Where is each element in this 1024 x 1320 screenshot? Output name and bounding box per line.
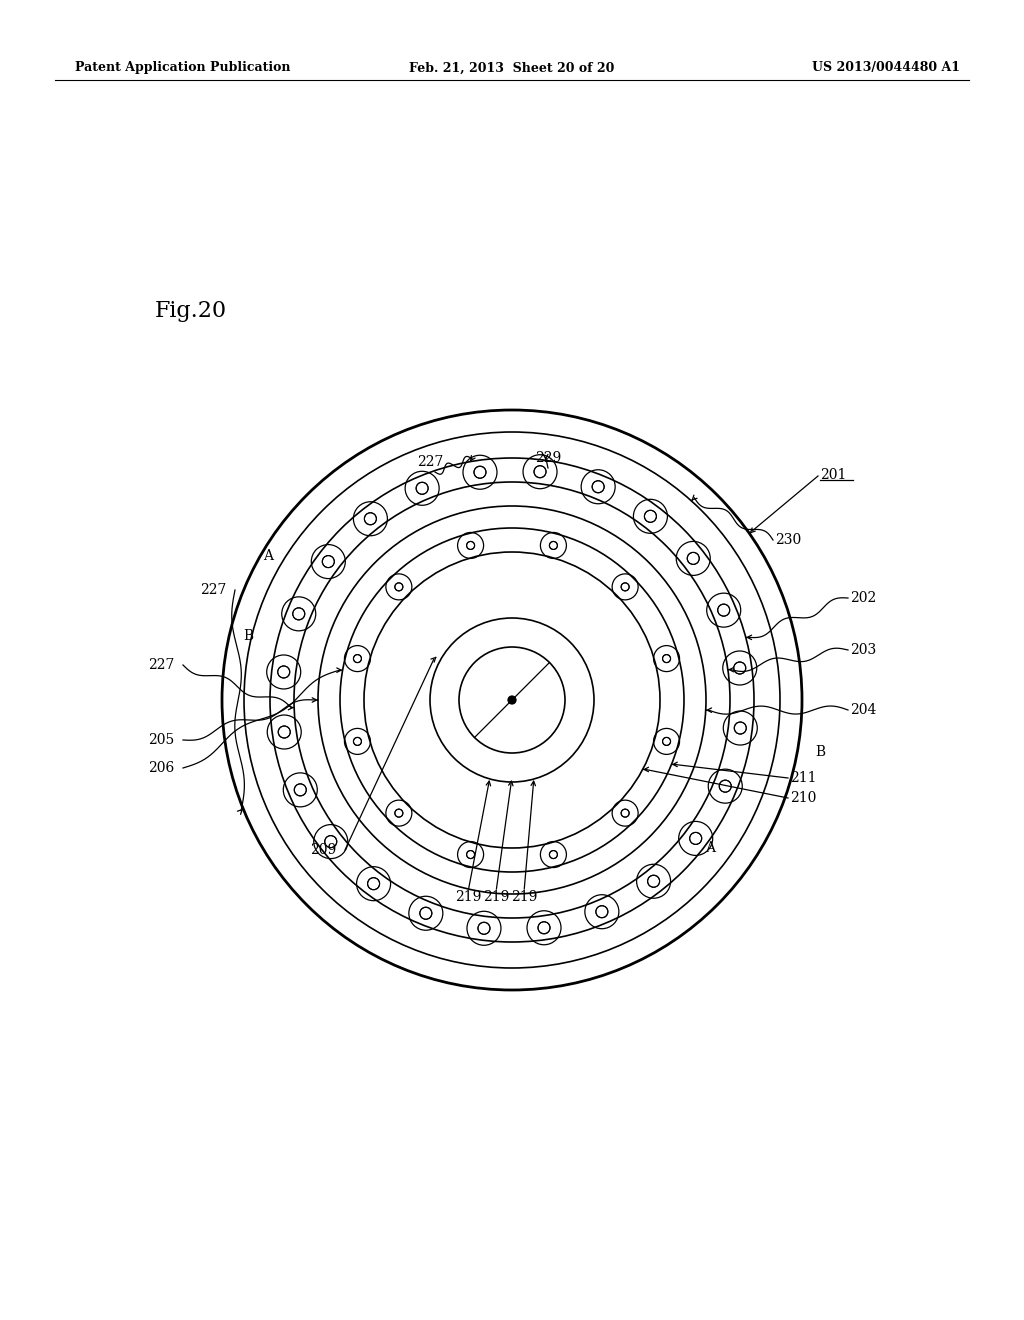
Circle shape (278, 667, 290, 678)
Text: US 2013/0044480 A1: US 2013/0044480 A1 (812, 62, 961, 74)
Circle shape (622, 583, 629, 591)
Circle shape (279, 726, 290, 738)
Circle shape (535, 466, 546, 478)
Text: 227: 227 (148, 657, 174, 672)
Circle shape (719, 780, 731, 792)
Circle shape (622, 809, 629, 817)
Text: 227: 227 (200, 583, 226, 597)
Text: A: A (263, 549, 273, 564)
Circle shape (644, 511, 656, 523)
Circle shape (467, 850, 474, 858)
Text: 209: 209 (310, 843, 336, 857)
Circle shape (687, 552, 699, 565)
Text: 204: 204 (850, 704, 877, 717)
Text: 211: 211 (790, 771, 816, 785)
Circle shape (718, 605, 730, 616)
Circle shape (323, 556, 334, 568)
Circle shape (365, 512, 377, 525)
Text: A: A (705, 841, 715, 855)
Circle shape (420, 907, 432, 919)
Circle shape (478, 923, 489, 935)
Text: 230: 230 (775, 533, 801, 546)
Text: B: B (243, 630, 253, 643)
Circle shape (663, 738, 671, 746)
Circle shape (734, 663, 745, 675)
Text: 201: 201 (820, 469, 847, 482)
Text: 203: 203 (850, 643, 877, 657)
Text: B: B (815, 744, 825, 759)
Text: 219: 219 (455, 890, 481, 904)
Circle shape (663, 655, 671, 663)
Text: 205: 205 (148, 733, 174, 747)
Text: 210: 210 (790, 791, 816, 805)
Text: 229: 229 (535, 451, 561, 465)
Circle shape (647, 875, 659, 887)
Circle shape (293, 607, 305, 620)
Circle shape (734, 722, 746, 734)
Circle shape (690, 833, 701, 845)
Circle shape (474, 466, 486, 478)
Circle shape (294, 784, 306, 796)
Circle shape (325, 836, 337, 847)
Circle shape (550, 541, 557, 549)
Text: Patent Application Publication: Patent Application Publication (75, 62, 291, 74)
Text: 206: 206 (148, 762, 174, 775)
Circle shape (368, 878, 380, 890)
Circle shape (467, 541, 474, 549)
Text: 219: 219 (482, 890, 509, 904)
Circle shape (395, 583, 402, 591)
Circle shape (395, 809, 402, 817)
Circle shape (508, 696, 516, 704)
Circle shape (596, 906, 608, 917)
Text: Feb. 21, 2013  Sheet 20 of 20: Feb. 21, 2013 Sheet 20 of 20 (410, 62, 614, 74)
Text: Fig.20: Fig.20 (155, 300, 227, 322)
Circle shape (416, 482, 428, 494)
Circle shape (550, 850, 557, 858)
Text: 202: 202 (850, 591, 877, 605)
Circle shape (353, 655, 361, 663)
Text: 227: 227 (417, 455, 443, 469)
Text: 219: 219 (511, 890, 538, 904)
Circle shape (592, 480, 604, 492)
Circle shape (538, 921, 550, 933)
Circle shape (353, 738, 361, 746)
